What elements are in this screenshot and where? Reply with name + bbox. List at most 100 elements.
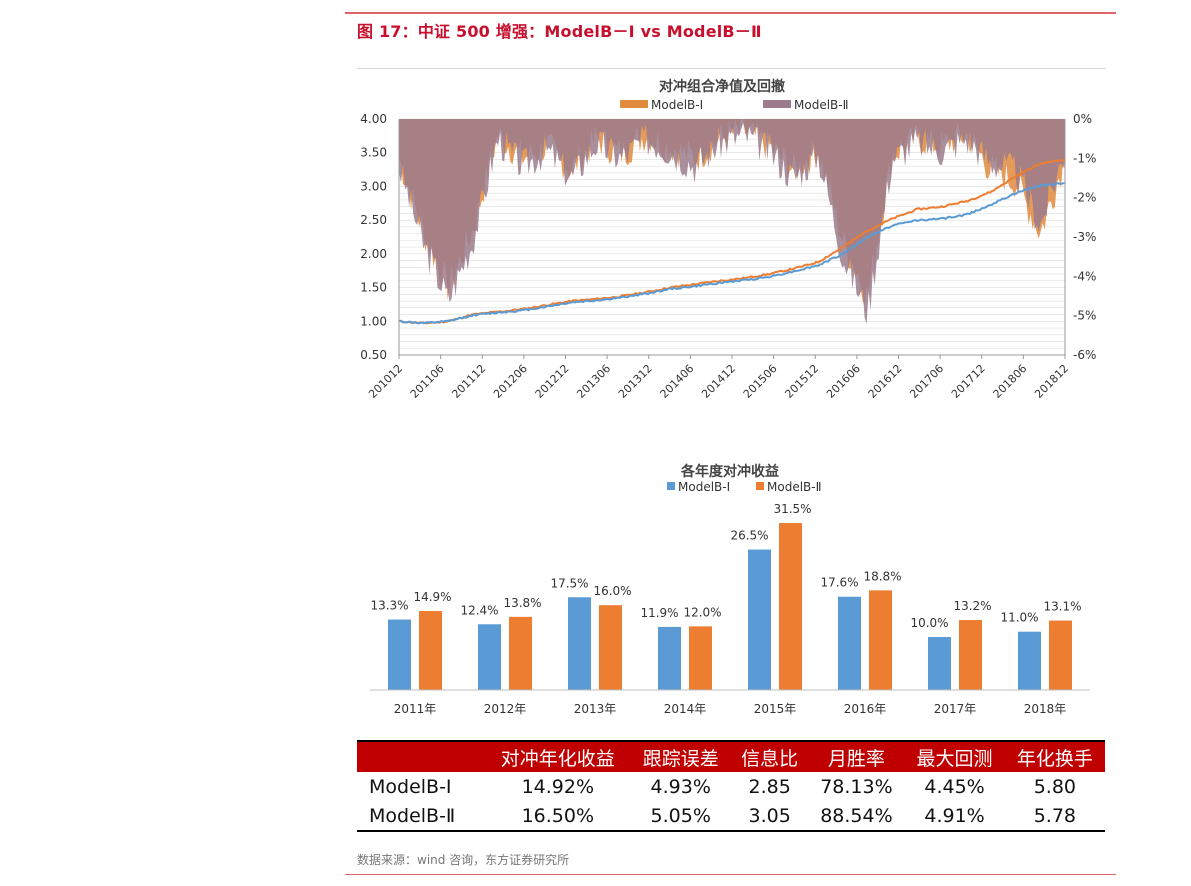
- y-right-tick-label: -2%: [1073, 191, 1096, 205]
- y-right-tick-label: -4%: [1073, 269, 1096, 283]
- x-tick-label: 201606: [824, 362, 863, 401]
- x-category-label: 2017年: [934, 702, 977, 716]
- stats-table: 对冲年化收益 跟踪误差 信息比 月胜率 最大回测 年化换手 ModelB-Ⅰ 1…: [357, 740, 1105, 832]
- bar-modelb-2: [419, 611, 442, 690]
- bar-modelb-1: [658, 626, 681, 690]
- x-tick-label: 201812: [1032, 362, 1071, 401]
- legend-label-modelb-2: ModelB-Ⅱ: [794, 98, 849, 112]
- table-cell: 4.45%: [924, 775, 985, 798]
- annual-return-bar-chart: 各年度对冲收益 ModelB-Ⅰ ModelB-Ⅱ 13.3% 14.9% 12.4…: [370, 463, 1090, 716]
- bar-data-label: 11.9%: [640, 606, 678, 620]
- bar-data-label: 26.5%: [730, 529, 768, 543]
- x-tick-label: 201306: [574, 362, 613, 401]
- table-cell: 5.80: [1033, 775, 1076, 798]
- x-category-label: 2015年: [754, 702, 797, 716]
- x-tick-label: 201412: [699, 362, 738, 401]
- bar-data-label: 31.5%: [773, 502, 811, 516]
- x-tick-label: 201212: [533, 362, 572, 401]
- legend-swatch-modelb-2: [763, 100, 791, 108]
- y-left-tick-label: 2.00: [360, 247, 387, 261]
- top-rule: [345, 12, 1116, 14]
- bar-data-label: 17.6%: [820, 576, 858, 590]
- chart1-title: 对冲组合净值及回撤: [659, 78, 785, 95]
- drawdown-area-modelb-2: [399, 119, 1065, 325]
- table-cell: 16.50%: [485, 801, 631, 832]
- bar-modelb-1: [568, 597, 591, 690]
- y-left-tick-label: 1.00: [360, 314, 387, 328]
- figure-title: 图 17：中证 500 增强：ModelB－Ⅰ vs ModelB－Ⅱ: [357, 22, 762, 41]
- y-left-tick-label: 4.00: [360, 112, 387, 126]
- table-cell: 14.92%: [521, 775, 595, 798]
- bar-modelb-1: [478, 624, 501, 690]
- x-tick-label: 201106: [408, 362, 447, 401]
- y-right-tick-label: 0%: [1073, 112, 1092, 126]
- bar-modelb-2: [869, 590, 892, 690]
- separator-rule: [357, 68, 1106, 69]
- y-left-tick-label: 1.50: [360, 281, 387, 295]
- x-tick-label: 201806: [991, 362, 1030, 401]
- bar-modelb-1: [748, 549, 771, 690]
- y-left-tick-label: 3.00: [360, 179, 387, 193]
- chart1-gridlines: [399, 118, 1065, 356]
- bar-data-label: 17.5%: [550, 576, 588, 590]
- legend-label-modelb-1: ModelB-Ⅰ: [651, 98, 703, 112]
- stats-header-cell: 月胜率: [827, 747, 885, 770]
- bar-data-label: 12.0%: [683, 605, 721, 619]
- bar-data-label: 13.2%: [953, 599, 991, 613]
- y-right-tick-label: -3%: [1073, 230, 1096, 244]
- chart2-axis: 2011年 2012年 2013年 2014年 2015年 2016年 2017年 2018年: [370, 689, 1090, 716]
- chart2-title: 各年度对冲收益: [680, 463, 779, 480]
- nav-line-modelb-2: [399, 182, 1066, 325]
- nav-drawdown-chart: 对冲组合净值及回撤 ModelB-Ⅰ ModelB-Ⅱ 4.00 3.50 3.00…: [360, 78, 1096, 401]
- y-left-tick-label: 3.50: [360, 146, 387, 160]
- chart1-drawdown-areas: [399, 119, 1065, 325]
- x-tick-label: 201312: [616, 362, 655, 401]
- legend2-label-modelb-1: ModelB-Ⅰ: [678, 480, 730, 494]
- x-tick-label: 201612: [866, 362, 905, 401]
- bar-modelb-2: [959, 620, 982, 690]
- stats-header-cell: 跟踪误差: [642, 747, 719, 770]
- bar-data-label: 14.9%: [413, 590, 451, 604]
- legend2-label-modelb-2: ModelB-Ⅱ: [767, 480, 822, 494]
- chart2-legend: ModelB-Ⅰ ModelB-Ⅱ: [667, 480, 822, 494]
- nav-line-modelb-1: [398, 159, 1066, 325]
- bar-modelb-1: [1018, 631, 1041, 690]
- legend-swatch-modelb-1: [620, 100, 648, 108]
- table-cell: ModelB-Ⅱ: [357, 801, 485, 832]
- bar-data-label: 16.0%: [593, 584, 631, 598]
- data-source-note: 数据来源：wind 咨询，东方证券研究所: [357, 853, 570, 867]
- bar-modelb-2: [1049, 620, 1072, 690]
- x-category-label: 2014年: [664, 702, 707, 716]
- chart2-bars: 13.3% 14.9% 12.4% 13.8% 17.5% 16.0% 11.9% 12.0%…: [370, 502, 1082, 690]
- table-cell: 4.91%: [904, 801, 1005, 832]
- x-tick-label: 201506: [741, 362, 780, 401]
- x-tick-label: 201012: [366, 362, 405, 401]
- table-cell: 5.05%: [630, 801, 731, 832]
- table-cell: ModelB-Ⅰ: [369, 775, 452, 798]
- x-tick-label: 201706: [907, 362, 946, 401]
- drawdown-area-modelb-1: [399, 119, 1065, 305]
- stats-header-cell: [357, 741, 485, 772]
- x-tick-label: 201112: [449, 362, 488, 401]
- table-cell: 78.13%: [820, 775, 893, 798]
- stats-header-cell: 年化换手: [1016, 747, 1093, 770]
- x-category-label: 2012年: [484, 702, 527, 716]
- bar-modelb-1: [928, 637, 951, 690]
- bar-modelb-1: [838, 596, 861, 690]
- bar-data-label: 13.8%: [503, 596, 541, 610]
- table-cell: 3.05: [730, 801, 809, 832]
- y-left-tick-label: 2.50: [360, 213, 387, 227]
- bar-data-label: 11.0%: [1000, 611, 1038, 625]
- table-cell: 2.85: [748, 775, 791, 798]
- x-tick-label: 201512: [782, 362, 821, 401]
- bar-modelb-1: [388, 619, 411, 690]
- y-right-tick-label: -6%: [1073, 348, 1096, 362]
- bar-data-label: 10.0%: [910, 616, 948, 630]
- bar-modelb-2: [689, 626, 712, 690]
- bar-data-label: 18.8%: [863, 569, 901, 583]
- stats-header-cell: 对冲年化收益: [500, 747, 615, 770]
- bottom-rule: [345, 874, 1116, 875]
- chart1-legend: ModelB-Ⅰ ModelB-Ⅱ: [620, 98, 849, 112]
- y-right-tick-label: -1%: [1073, 151, 1096, 165]
- x-category-label: 2016年: [844, 702, 887, 716]
